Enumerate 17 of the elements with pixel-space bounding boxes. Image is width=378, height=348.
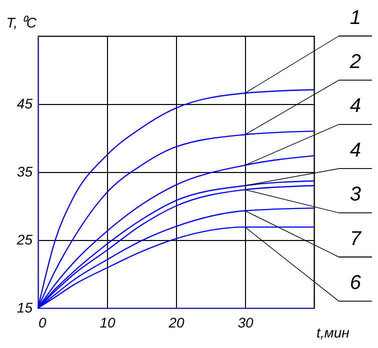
- series-label: 3: [350, 184, 361, 206]
- text: 7: [350, 228, 362, 250]
- text: 2: [348, 51, 361, 74]
- y-tick-label: 35: [16, 164, 33, 180]
- text: 4: [350, 95, 361, 118]
- series-label: 4: [350, 139, 361, 162]
- x-tick-label: 10: [100, 314, 116, 330]
- y-tick-label: 15: [16, 300, 33, 316]
- text: 6: [350, 272, 362, 294]
- x-tick-label: 0: [38, 314, 46, 330]
- y-tick-label: 25: [16, 232, 33, 248]
- x-axis-title: t,мин: [316, 324, 350, 340]
- y-tick-label: 45: [16, 96, 33, 112]
- text: 1: [350, 6, 361, 29]
- x-tick-label: 20: [168, 314, 184, 330]
- y-axis-title: T, ⁰C: [6, 14, 38, 30]
- x-tick-label: 30: [238, 314, 254, 330]
